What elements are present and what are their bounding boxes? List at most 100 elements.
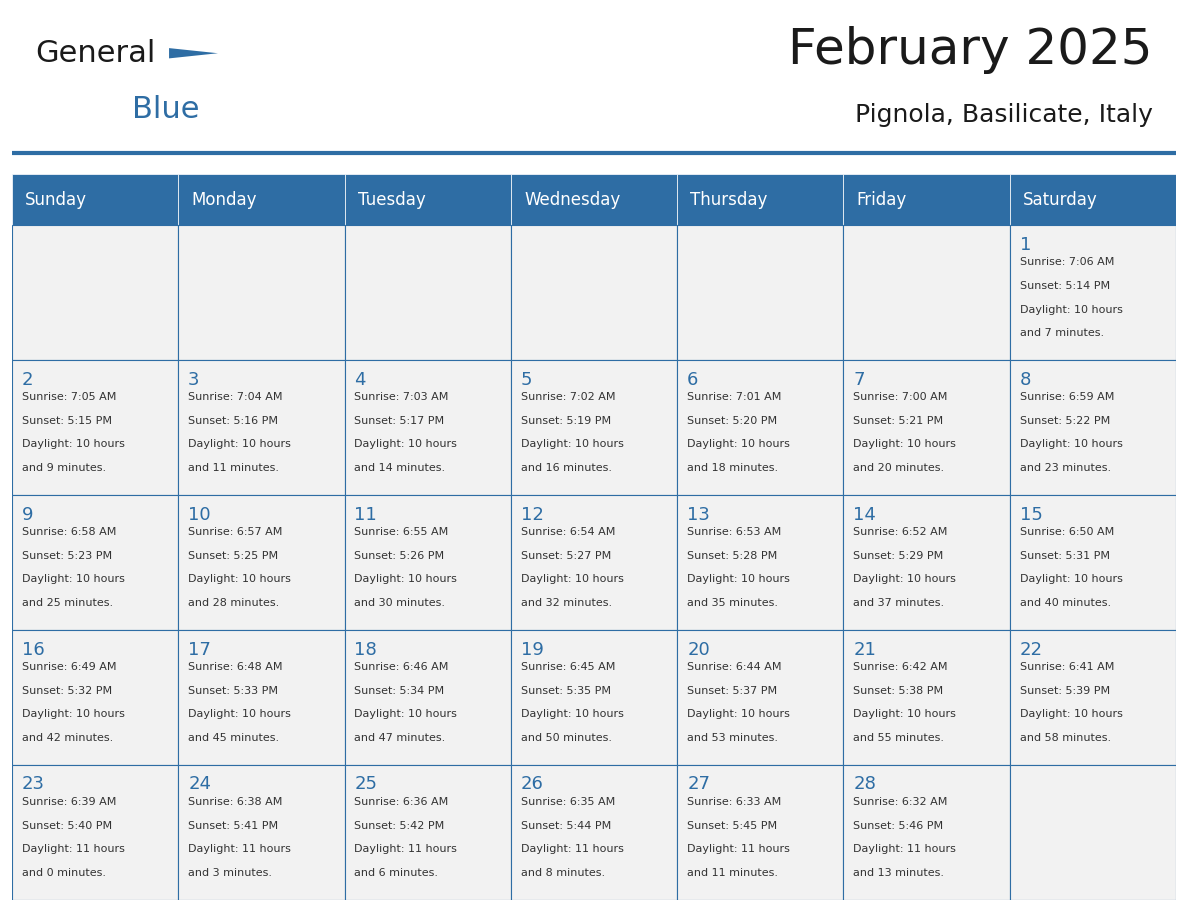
Text: Daylight: 10 hours: Daylight: 10 hours [21,575,125,585]
Text: Sunset: 5:42 PM: Sunset: 5:42 PM [354,821,444,831]
Text: Daylight: 10 hours: Daylight: 10 hours [188,440,291,450]
Text: Daylight: 10 hours: Daylight: 10 hours [687,710,790,720]
Text: Sunset: 5:14 PM: Sunset: 5:14 PM [1019,281,1110,291]
FancyBboxPatch shape [178,630,345,765]
Text: Sunset: 5:37 PM: Sunset: 5:37 PM [687,686,777,696]
Text: Tuesday: Tuesday [358,191,425,208]
Text: and 40 minutes.: and 40 minutes. [1019,598,1111,608]
Text: and 45 minutes.: and 45 minutes. [188,733,279,743]
Text: Sunrise: 6:45 AM: Sunrise: 6:45 AM [520,662,615,672]
Text: 26: 26 [520,776,544,793]
FancyBboxPatch shape [178,495,345,630]
Polygon shape [169,48,217,59]
Text: Daylight: 10 hours: Daylight: 10 hours [188,710,291,720]
FancyBboxPatch shape [1010,225,1176,360]
Text: Sunset: 5:31 PM: Sunset: 5:31 PM [1019,551,1110,561]
FancyBboxPatch shape [1010,765,1176,900]
FancyBboxPatch shape [178,765,345,900]
Text: Daylight: 10 hours: Daylight: 10 hours [354,440,457,450]
FancyBboxPatch shape [843,630,1010,765]
Text: Sunday: Sunday [25,191,87,208]
Text: 11: 11 [354,506,378,523]
Text: Sunset: 5:35 PM: Sunset: 5:35 PM [520,686,611,696]
Text: 8: 8 [1019,371,1031,388]
Text: Daylight: 11 hours: Daylight: 11 hours [188,845,291,855]
Text: 10: 10 [188,506,210,523]
FancyBboxPatch shape [1010,630,1176,765]
Text: Daylight: 10 hours: Daylight: 10 hours [687,440,790,450]
Text: Sunrise: 6:58 AM: Sunrise: 6:58 AM [21,527,116,537]
Text: 2: 2 [21,371,33,388]
Text: Sunset: 5:19 PM: Sunset: 5:19 PM [520,416,611,426]
Text: Thursday: Thursday [690,191,767,208]
Text: 14: 14 [853,506,877,523]
FancyBboxPatch shape [12,630,178,765]
Text: Wednesday: Wednesday [524,191,620,208]
FancyBboxPatch shape [677,225,843,360]
Text: and 16 minutes.: and 16 minutes. [520,463,612,473]
Text: Sunrise: 7:05 AM: Sunrise: 7:05 AM [21,392,116,402]
FancyBboxPatch shape [12,495,178,630]
FancyBboxPatch shape [345,630,511,765]
Text: and 37 minutes.: and 37 minutes. [853,598,944,608]
Text: Sunset: 5:41 PM: Sunset: 5:41 PM [188,821,278,831]
Text: Sunset: 5:39 PM: Sunset: 5:39 PM [1019,686,1110,696]
FancyBboxPatch shape [677,765,843,900]
Text: and 23 minutes.: and 23 minutes. [1019,463,1111,473]
FancyBboxPatch shape [345,225,511,360]
Text: and 55 minutes.: and 55 minutes. [853,733,944,743]
Text: Sunrise: 6:36 AM: Sunrise: 6:36 AM [354,797,449,807]
Text: Sunrise: 6:44 AM: Sunrise: 6:44 AM [687,662,782,672]
Text: 24: 24 [188,776,211,793]
Text: Sunrise: 6:39 AM: Sunrise: 6:39 AM [21,797,116,807]
Text: Sunset: 5:38 PM: Sunset: 5:38 PM [853,686,943,696]
FancyBboxPatch shape [178,360,345,495]
Text: 5: 5 [520,371,532,388]
Text: 1: 1 [1019,236,1031,253]
Text: Pignola, Basilicate, Italy: Pignola, Basilicate, Italy [855,103,1152,127]
Text: 7: 7 [853,371,865,388]
FancyBboxPatch shape [677,174,843,225]
FancyBboxPatch shape [843,765,1010,900]
FancyBboxPatch shape [511,360,677,495]
FancyBboxPatch shape [1010,174,1176,225]
Text: General: General [36,39,156,68]
Text: Daylight: 11 hours: Daylight: 11 hours [21,845,125,855]
FancyBboxPatch shape [178,174,345,225]
Text: and 11 minutes.: and 11 minutes. [687,868,778,878]
Text: Sunrise: 6:41 AM: Sunrise: 6:41 AM [1019,662,1114,672]
Text: 19: 19 [520,641,544,658]
FancyBboxPatch shape [1010,360,1176,495]
Text: and 30 minutes.: and 30 minutes. [354,598,446,608]
Text: Daylight: 10 hours: Daylight: 10 hours [354,710,457,720]
FancyBboxPatch shape [12,360,178,495]
Text: Daylight: 10 hours: Daylight: 10 hours [853,440,956,450]
Text: Daylight: 10 hours: Daylight: 10 hours [21,710,125,720]
Text: Sunset: 5:15 PM: Sunset: 5:15 PM [21,416,112,426]
Text: 27: 27 [687,776,710,793]
FancyBboxPatch shape [12,225,178,360]
Text: and 13 minutes.: and 13 minutes. [853,868,944,878]
Text: Sunset: 5:28 PM: Sunset: 5:28 PM [687,551,777,561]
Text: Sunset: 5:27 PM: Sunset: 5:27 PM [520,551,611,561]
FancyBboxPatch shape [511,495,677,630]
Text: Daylight: 11 hours: Daylight: 11 hours [354,845,457,855]
FancyBboxPatch shape [843,360,1010,495]
Text: Sunrise: 6:32 AM: Sunrise: 6:32 AM [853,797,948,807]
Text: 13: 13 [687,506,710,523]
Text: and 7 minutes.: and 7 minutes. [1019,328,1104,338]
Text: Sunrise: 6:50 AM: Sunrise: 6:50 AM [1019,527,1114,537]
Text: Sunset: 5:44 PM: Sunset: 5:44 PM [520,821,611,831]
Text: Daylight: 10 hours: Daylight: 10 hours [520,710,624,720]
Text: 23: 23 [21,776,45,793]
Text: and 25 minutes.: and 25 minutes. [21,598,113,608]
Text: Sunset: 5:25 PM: Sunset: 5:25 PM [188,551,278,561]
Text: Sunset: 5:16 PM: Sunset: 5:16 PM [188,416,278,426]
Text: Daylight: 10 hours: Daylight: 10 hours [1019,305,1123,315]
Text: Daylight: 10 hours: Daylight: 10 hours [1019,440,1123,450]
Text: Daylight: 11 hours: Daylight: 11 hours [687,845,790,855]
Text: Sunrise: 6:38 AM: Sunrise: 6:38 AM [188,797,283,807]
Text: and 14 minutes.: and 14 minutes. [354,463,446,473]
Text: Sunset: 5:20 PM: Sunset: 5:20 PM [687,416,777,426]
Text: Blue: Blue [132,95,200,124]
